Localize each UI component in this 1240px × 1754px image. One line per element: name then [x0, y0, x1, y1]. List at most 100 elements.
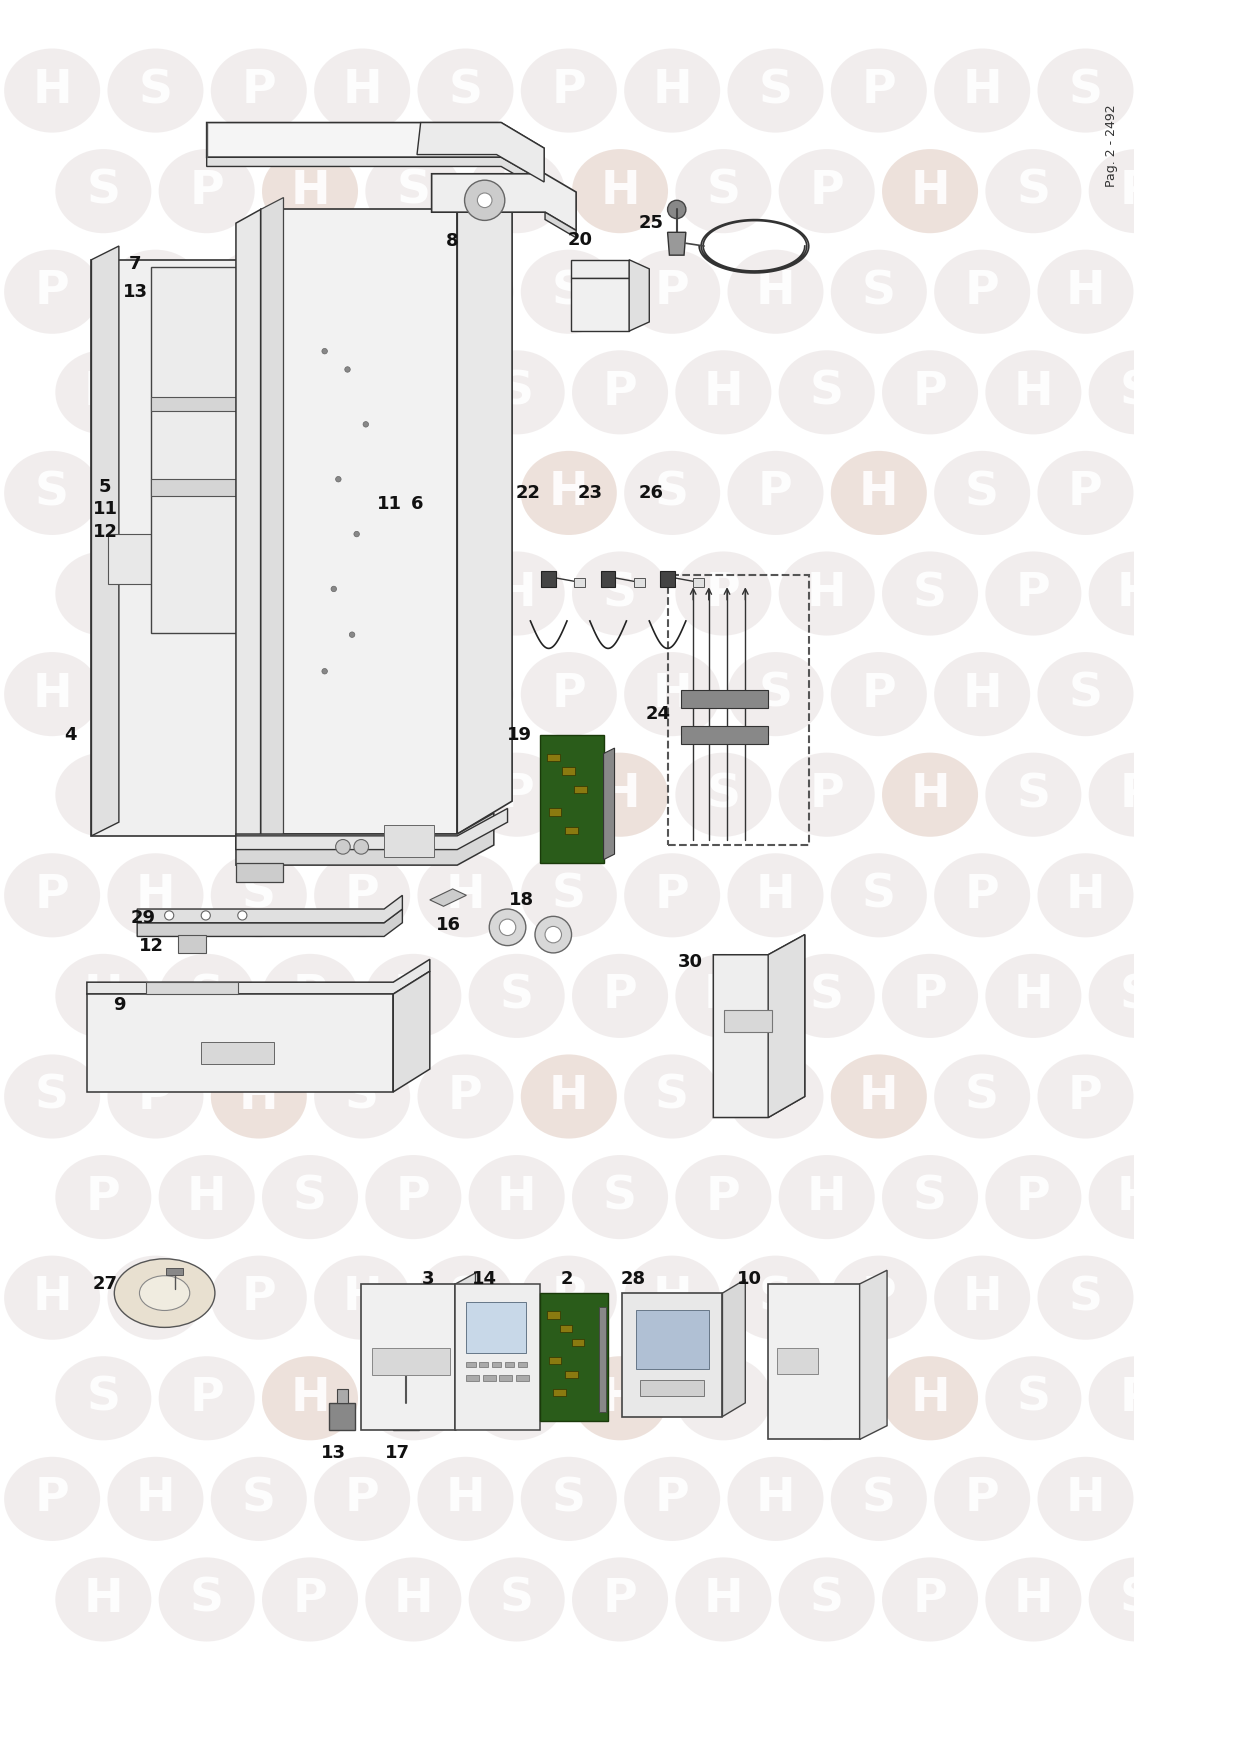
Bar	[572, 1338, 584, 1345]
Ellipse shape	[366, 954, 461, 1038]
Ellipse shape	[1141, 451, 1236, 535]
Ellipse shape	[418, 852, 513, 937]
Polygon shape	[207, 158, 544, 191]
Text: S: S	[810, 973, 843, 1019]
Ellipse shape	[831, 1054, 926, 1138]
Text: 22: 22	[516, 484, 541, 502]
Text: P: P	[655, 873, 689, 917]
Text: P: P	[190, 1375, 224, 1421]
Ellipse shape	[986, 351, 1081, 435]
Text: H: H	[32, 672, 72, 717]
Circle shape	[546, 926, 562, 944]
Text: S: S	[87, 772, 120, 817]
Bar	[640, 1380, 704, 1396]
Ellipse shape	[159, 551, 254, 635]
Polygon shape	[604, 747, 615, 859]
Polygon shape	[361, 1284, 455, 1430]
Text: P: P	[293, 1577, 327, 1622]
Text: S: S	[707, 1375, 740, 1421]
Text: S: S	[655, 470, 689, 516]
Ellipse shape	[1192, 954, 1240, 1038]
Text: P: P	[190, 772, 224, 817]
Bar	[565, 826, 578, 835]
Text: P: P	[396, 1175, 430, 1219]
Ellipse shape	[934, 249, 1030, 333]
Text: S: S	[862, 270, 895, 314]
Text: H: H	[445, 270, 485, 314]
Text: H: H	[135, 1477, 175, 1521]
Text: 23: 23	[578, 484, 603, 502]
Text: P: P	[913, 973, 947, 1019]
Text: H: H	[600, 1375, 640, 1421]
Text: P: P	[913, 370, 947, 416]
Text: H: H	[445, 1477, 485, 1521]
Text: S: S	[707, 168, 740, 214]
Ellipse shape	[211, 249, 306, 333]
Bar	[108, 533, 208, 584]
Ellipse shape	[676, 149, 771, 233]
Ellipse shape	[934, 652, 1030, 737]
Text: H: H	[652, 68, 692, 112]
Ellipse shape	[572, 954, 668, 1038]
Ellipse shape	[262, 551, 358, 635]
Bar	[479, 1361, 489, 1366]
Polygon shape	[681, 726, 768, 744]
Text: 11: 11	[377, 495, 402, 512]
Polygon shape	[574, 579, 585, 588]
Text: P: P	[1120, 772, 1154, 817]
Ellipse shape	[469, 1558, 564, 1642]
Polygon shape	[634, 579, 645, 588]
Text: P: P	[500, 168, 534, 214]
Text: H: H	[600, 772, 640, 817]
Text: S: S	[139, 68, 172, 112]
Ellipse shape	[521, 49, 616, 133]
Bar	[548, 809, 562, 816]
Text: P: P	[35, 1477, 69, 1521]
Ellipse shape	[572, 1156, 668, 1238]
Text: S: S	[139, 1275, 172, 1321]
Bar	[482, 1375, 496, 1380]
Ellipse shape	[779, 1156, 874, 1238]
Text: 8: 8	[445, 233, 458, 251]
Circle shape	[490, 909, 526, 945]
Ellipse shape	[366, 551, 461, 635]
Bar	[777, 1349, 818, 1373]
Text: H: H	[807, 572, 847, 616]
Ellipse shape	[211, 1458, 306, 1542]
Polygon shape	[621, 1293, 723, 1417]
Ellipse shape	[469, 752, 564, 837]
Polygon shape	[146, 982, 238, 995]
Bar	[500, 1375, 512, 1380]
Polygon shape	[92, 260, 238, 837]
Text: H: H	[1220, 1375, 1240, 1421]
Ellipse shape	[779, 551, 874, 635]
Polygon shape	[768, 935, 805, 1117]
Text: S: S	[1017, 1375, 1050, 1421]
Text: S: S	[190, 973, 223, 1019]
Ellipse shape	[728, 1256, 823, 1340]
Ellipse shape	[1089, 1356, 1184, 1440]
Text: H: H	[755, 1477, 795, 1521]
Text: H: H	[549, 1073, 589, 1119]
Text: S: S	[500, 370, 533, 416]
Text: P: P	[190, 168, 224, 214]
Text: P: P	[965, 1477, 999, 1521]
Ellipse shape	[1141, 249, 1236, 333]
Text: P: P	[448, 1677, 482, 1722]
Text: P: P	[1223, 370, 1240, 416]
Text: H: H	[32, 1275, 72, 1321]
Ellipse shape	[882, 1356, 978, 1440]
Text: S: S	[810, 1577, 843, 1622]
Text: S: S	[913, 1175, 947, 1219]
Polygon shape	[236, 809, 507, 849]
Text: 11: 11	[93, 500, 118, 519]
Ellipse shape	[676, 551, 771, 635]
Text: H: H	[703, 370, 743, 416]
Polygon shape	[859, 1270, 887, 1440]
Ellipse shape	[676, 752, 771, 837]
Circle shape	[165, 910, 174, 921]
Ellipse shape	[831, 1658, 926, 1742]
Text: P: P	[862, 1275, 897, 1321]
Polygon shape	[336, 1389, 347, 1403]
Text: S: S	[139, 672, 172, 717]
